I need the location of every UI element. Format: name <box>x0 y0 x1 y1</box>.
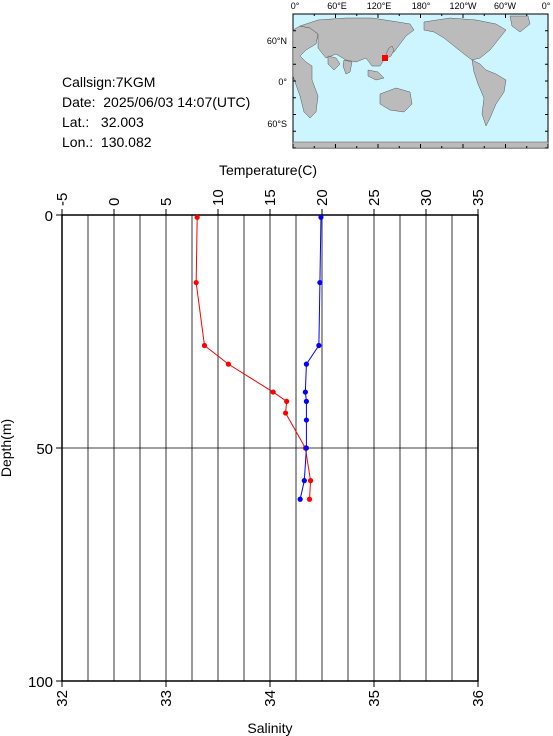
depth-axis-title: Depth(m) <box>0 419 14 477</box>
temperature-point <box>194 214 200 220</box>
temperature-point <box>306 496 313 502</box>
salinity-profile-line <box>299 217 322 500</box>
salinity-ticks: 32 33 34 35 36 <box>54 681 487 707</box>
station-location-marker <box>382 55 388 61</box>
depth-tick-label: 100 <box>28 674 53 691</box>
salinity-point <box>317 279 323 286</box>
temperature-point <box>284 398 290 404</box>
depth-ticks: 0 50 100 <box>28 208 62 691</box>
salinity-tick-label: 33 <box>158 690 175 707</box>
salinity-point <box>301 478 307 484</box>
map-lat-label: 0° <box>278 77 287 87</box>
map-lon-label: 0° <box>291 1 300 11</box>
salinity-point <box>318 214 324 220</box>
salinity-point <box>316 342 322 349</box>
depth-tick-label: 0 <box>45 208 53 225</box>
salinity-point <box>302 389 308 395</box>
salinity-tick-label: 36 <box>470 690 487 707</box>
world-map: 0° 60°E 120°E 180° 120°W 60°W 0° 60°N 0°… <box>267 1 551 149</box>
salinity-tick-label: 32 <box>54 690 71 707</box>
date-text: Date: 2025/06/03 14:07(UTC) <box>62 94 251 110</box>
temperature-axis-title: Temperature(C) <box>219 162 317 178</box>
temperature-tick-label: 0 <box>106 198 123 206</box>
salinity-point <box>303 361 309 367</box>
map-lat-label: 60°N <box>267 36 287 46</box>
salinity-point <box>303 417 309 423</box>
temperature-point <box>225 361 231 367</box>
salinity-tick-label: 35 <box>366 690 383 707</box>
temperature-tick-label: 20 <box>314 189 331 206</box>
map-lon-label: 120°E <box>367 1 392 11</box>
map-graticule-ticks <box>292 13 549 149</box>
map-lon-label: 120°W <box>449 1 477 11</box>
salinity-point <box>303 445 309 451</box>
temperature-tick-label: 25 <box>366 189 383 206</box>
temperature-point <box>201 342 208 349</box>
temperature-ticks: -5 0 5 10 15 20 25 30 35 <box>54 189 487 215</box>
callsign-text: Callsign:7KGM <box>62 74 156 90</box>
temperature-tick-label: -5 <box>54 193 71 206</box>
depth-tick-label: 50 <box>36 441 53 458</box>
salinity-point <box>303 398 309 404</box>
map-lat-label: 60°S <box>267 119 287 129</box>
temperature-point <box>270 389 276 395</box>
temperature-tick-label: 10 <box>210 189 227 206</box>
map-lon-label: 180° <box>412 1 431 11</box>
temperature-tick-label: 5 <box>158 198 175 206</box>
lon-text: Lon.: 130.082 <box>62 134 152 150</box>
temperature-tick-label: 35 <box>470 189 487 206</box>
temperature-tick-label: 30 <box>418 189 435 206</box>
temperature-tick-label: 15 <box>262 189 279 206</box>
map-lon-label: 0° <box>542 1 551 11</box>
map-lon-label: 60°W <box>494 1 517 11</box>
profile-series <box>193 214 324 502</box>
lat-text: Lat.: 32.003 <box>62 114 144 130</box>
map-lon-label: 60°E <box>327 1 347 11</box>
salinity-point <box>297 496 303 502</box>
salinity-axis-title: Salinity <box>247 720 292 736</box>
temperature-point <box>307 478 314 484</box>
station-info: Callsign:7KGM Date: 2025/06/03 14:07(UTC… <box>62 72 250 152</box>
temperature-point <box>193 279 199 286</box>
map-land <box>292 15 549 149</box>
temperature-profile-line <box>195 217 312 500</box>
salinity-tick-label: 34 <box>262 690 279 707</box>
temperature-point <box>283 410 289 416</box>
